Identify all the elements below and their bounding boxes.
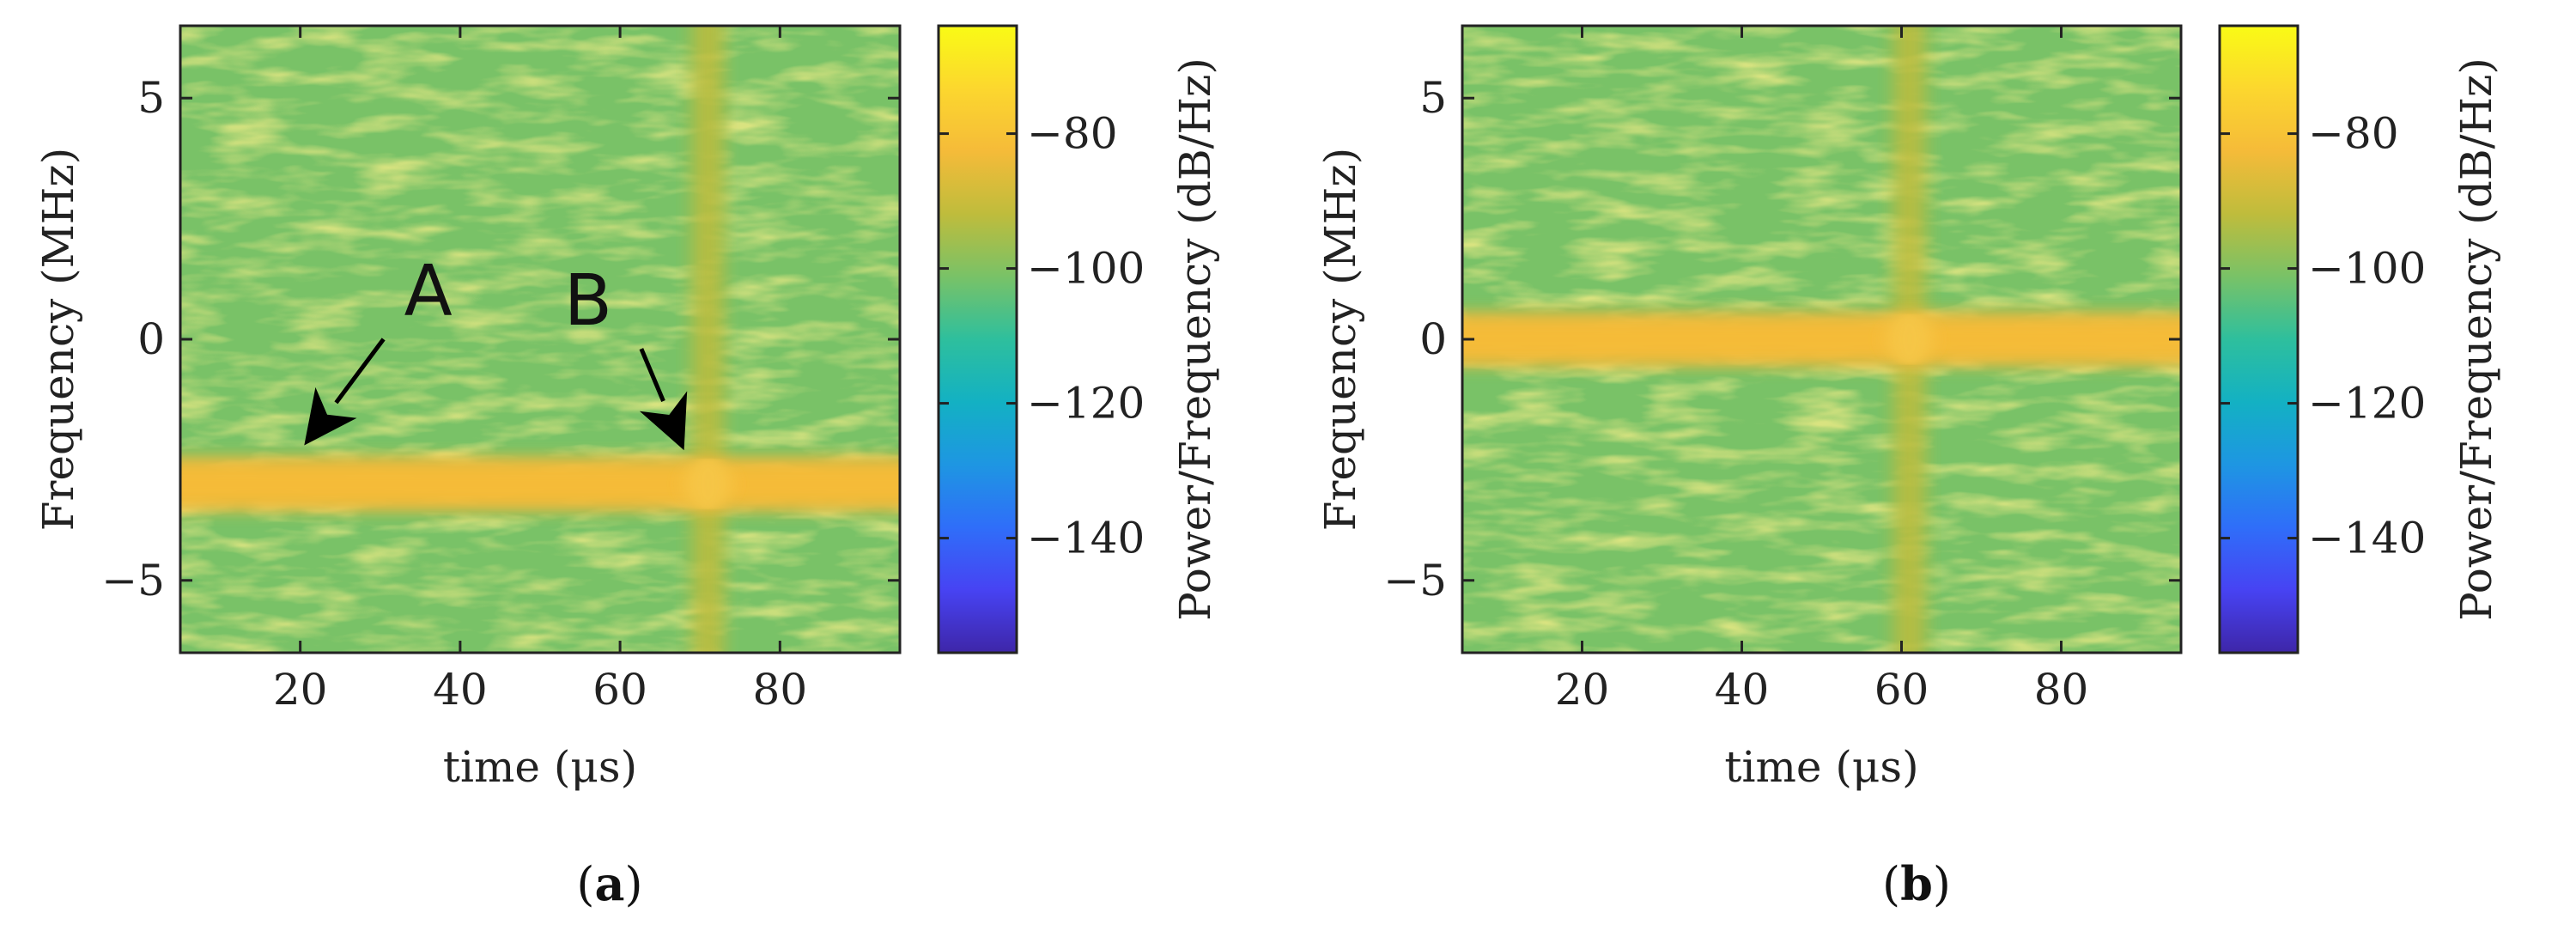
annotation-arrow-head — [304, 386, 357, 446]
y-tick-label: −5 — [101, 556, 165, 605]
annotation-label-b: B — [564, 260, 612, 342]
colorbar — [939, 26, 1017, 653]
burst-intersection — [685, 458, 731, 510]
colorbar-tick-label: −140 — [2308, 514, 2426, 563]
x-tick-label: 40 — [1715, 665, 1770, 715]
panel-a: 20 40 60 80 5 0 −5 time (μs) Frequency (MHz) −80 −… — [33, 24, 1220, 911]
subfigure-label-a: (a) — [576, 856, 642, 911]
x-tick-label: 20 — [1555, 665, 1610, 715]
y-tick-label: 5 — [1419, 73, 1447, 123]
colorbar-frame — [937, 24, 1018, 654]
colorbar-tick-label: −100 — [1027, 244, 1145, 294]
annotation-arrow-shaft — [639, 348, 665, 402]
y-axis-label: Frequency (MHz) — [33, 148, 83, 531]
x-tick-label: 40 — [433, 665, 488, 715]
panel-b: 20 40 60 80 5 0 −5 time (μs) Frequency (MHz) −80 −… — [1315, 24, 2501, 911]
annotation-label-a: A — [404, 251, 453, 332]
annotation-arrow-shaft — [334, 338, 386, 405]
vertical-burst — [691, 26, 725, 653]
x-tick-label: 80 — [753, 665, 808, 715]
x-tick-label: 60 — [1874, 665, 1929, 715]
x-axis-label: time (μs) — [1724, 742, 1918, 792]
x-tick-label: 20 — [273, 665, 328, 715]
x-tick-label: 80 — [2034, 665, 2089, 715]
colorbar-tick-label: −100 — [2308, 244, 2426, 294]
x-axis-label: time (μs) — [443, 742, 637, 792]
horizontal-band — [1462, 317, 2181, 362]
horizontal-band — [180, 462, 900, 506]
colorbar-tick-label: −120 — [2308, 379, 2426, 429]
colorbar-tick-label: −140 — [1027, 514, 1145, 563]
colorbar-tick-label: −80 — [1027, 109, 1118, 159]
burst-intersection — [1886, 313, 1932, 365]
colorbar-frame — [2218, 24, 2300, 654]
colorbar-tick-label: −120 — [1027, 379, 1145, 429]
spectrogram-texture — [180, 26, 900, 653]
colorbar-label: Power/Frequency (dB/Hz) — [2451, 58, 2501, 621]
spectrogram-b — [1462, 26, 2181, 653]
spectrogram-a — [180, 26, 900, 653]
annotation-arrow-head — [639, 391, 688, 451]
colorbar — [2220, 26, 2298, 653]
subfigure-label-b: (b) — [1882, 856, 1951, 911]
x-tick-label: 60 — [592, 665, 647, 715]
y-tick-label: −5 — [1383, 556, 1447, 605]
colorbar-label: Power/Frequency (dB/Hz) — [1170, 58, 1220, 621]
y-tick-label: 0 — [1419, 314, 1447, 364]
colorbar-tick-label: −80 — [2308, 109, 2399, 159]
y-tick-label: 0 — [137, 314, 165, 364]
y-tick-label: 5 — [137, 73, 165, 123]
y-axis-label: Frequency (MHz) — [1315, 148, 1365, 531]
